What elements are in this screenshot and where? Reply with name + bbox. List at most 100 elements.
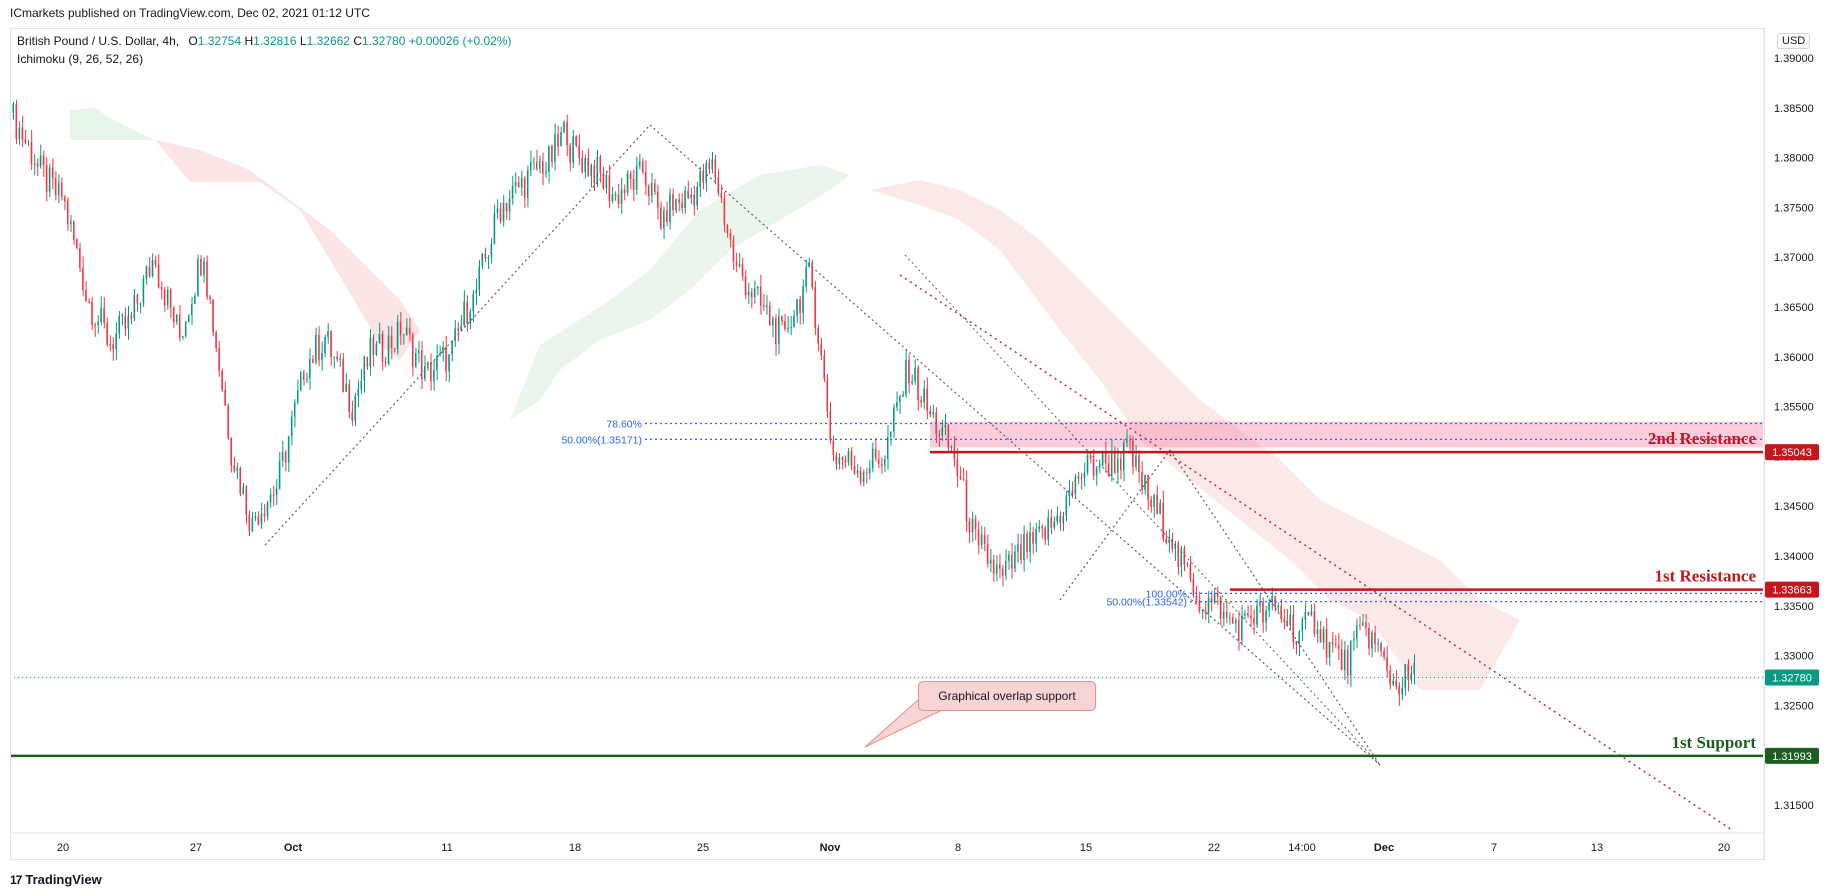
candle-body	[1256, 605, 1258, 625]
candle-body	[272, 494, 275, 496]
candle-body	[1407, 664, 1409, 681]
candle-body	[672, 194, 674, 211]
level-label: 2nd Resistance	[1648, 429, 1757, 448]
candle-body	[678, 199, 680, 203]
indicator-legend[interactable]: Ichimoku (9, 26, 52, 26)	[17, 52, 144, 66]
tradingview-logo[interactable]: 17 TradingView	[10, 872, 102, 887]
candle-body	[778, 315, 780, 345]
resistance-zone-rect[interactable]	[930, 421, 1763, 448]
candle-body	[188, 315, 190, 322]
candle-body	[1056, 515, 1058, 522]
candle-body	[154, 260, 157, 265]
candle-body	[417, 350, 420, 354]
candle-body	[63, 196, 66, 202]
time-tick-label: 20	[1718, 842, 1730, 854]
tradingview-logo-text: TradingView	[25, 872, 102, 887]
candle-body	[1304, 611, 1307, 620]
candle-body	[1313, 611, 1316, 635]
candle-body	[269, 494, 272, 503]
candle-body	[1162, 502, 1164, 539]
candle-body	[39, 155, 42, 167]
candle-body	[257, 516, 260, 525]
level-lines: 2nd Resistance 1st Resistance 1st Support	[10, 429, 1763, 758]
symbol-name[interactable]: British Pound / U.S. Dollar, 4h,	[17, 34, 180, 48]
candle-body	[424, 365, 426, 380]
candle-body	[829, 411, 832, 441]
candle-body	[194, 295, 196, 305]
price-tick-label: 1.36000	[1774, 352, 1814, 364]
time-tick-label: Dec	[1374, 842, 1394, 854]
candle-body	[1377, 643, 1379, 645]
candle-body	[1395, 680, 1397, 687]
time-tick-label: Nov	[820, 842, 842, 854]
candle-body	[1068, 490, 1071, 497]
candle-body	[732, 239, 735, 262]
candle-body	[874, 448, 877, 459]
time-tick-label: 20	[57, 842, 69, 854]
candle-body	[378, 333, 381, 344]
candle-body	[206, 261, 208, 297]
candle-body	[560, 132, 562, 147]
candle-body	[548, 145, 550, 172]
price-tick-label: 1.38000	[1774, 153, 1814, 165]
candle-body	[1004, 560, 1007, 576]
time-tick-label: 8	[955, 842, 961, 854]
callout-graphical-overlap[interactable]: Graphical overlap support	[918, 681, 1096, 711]
fib-levels: 78.60% 50.00%(1.35171) 100.00%50.00%(1.335…	[561, 419, 1763, 609]
candle-body	[1138, 455, 1140, 473]
candle-body	[989, 559, 992, 564]
candle-body	[1135, 455, 1137, 467]
candle-body	[1032, 532, 1034, 544]
price-tick-label: 1.33000	[1774, 651, 1814, 663]
candle-body	[611, 194, 614, 202]
candle-body	[499, 208, 502, 222]
candle-body	[1204, 610, 1207, 614]
candle-body	[200, 259, 202, 276]
candle-body	[145, 266, 148, 279]
candle-body	[650, 183, 653, 196]
candle-body	[1017, 544, 1019, 552]
candle-body	[596, 156, 599, 184]
candle-body	[21, 127, 24, 140]
candle-body	[284, 451, 287, 463]
candle-body	[1014, 551, 1016, 569]
ohlc-values: O1.32754 H1.32816 L1.32662 C1.32780 +0.0…	[188, 34, 512, 48]
candle-body	[959, 475, 962, 479]
currency-button[interactable]: USD	[1777, 33, 1811, 49]
time-tick-label: 15	[1080, 842, 1092, 854]
candle-body	[369, 337, 372, 367]
candle-body	[366, 356, 369, 367]
candle-body	[236, 467, 238, 471]
candle-body	[1080, 477, 1083, 479]
candle-body	[387, 335, 390, 364]
candle-body	[771, 318, 774, 326]
candle-body	[681, 202, 683, 208]
candle-body	[309, 359, 311, 379]
candle-body	[281, 451, 284, 461]
candle-body	[784, 321, 786, 330]
cloud-green	[70, 108, 155, 140]
candle-body	[384, 361, 387, 364]
candle-body	[1244, 613, 1246, 616]
candle-body	[393, 348, 396, 350]
candle-body	[278, 460, 281, 489]
candle-body	[163, 289, 166, 306]
resistance-zone	[930, 421, 1763, 448]
candle-body	[880, 463, 883, 466]
candle-body	[1316, 629, 1319, 635]
candle-body	[1277, 606, 1279, 608]
candle-body	[1168, 538, 1170, 544]
candle-body	[523, 178, 526, 198]
close-value: 1.32780	[362, 34, 406, 48]
candle-body	[926, 388, 928, 411]
candle-body	[1041, 526, 1043, 529]
candle-body	[354, 396, 356, 421]
candle-body	[18, 127, 21, 140]
price-tick-label: 1.34500	[1774, 501, 1814, 513]
candle-body	[85, 289, 87, 302]
candle-body	[1047, 517, 1049, 540]
candle-body	[1110, 450, 1113, 476]
candle-body	[112, 344, 114, 350]
candle-body	[242, 486, 244, 495]
